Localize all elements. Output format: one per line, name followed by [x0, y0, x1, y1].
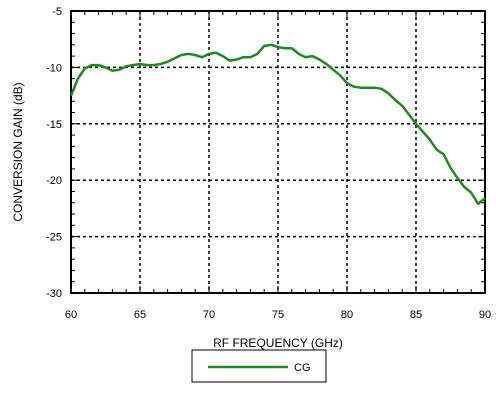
x-tick-label: 85: [410, 309, 422, 321]
x-axis-label: RF FREQUENCY (GHz): [213, 336, 343, 350]
axis-ticks: [71, 11, 485, 293]
x-tick-label: 70: [203, 309, 215, 321]
x-tick-label: 65: [134, 309, 146, 321]
x-tick-label: 75: [272, 309, 284, 321]
legend: CG: [191, 349, 327, 383]
y-axis-tick-labels: -5 -10 -15 -20 -25 -30: [46, 6, 62, 300]
y-tick-label: -5: [52, 6, 62, 18]
y-tick-label: -10: [46, 62, 62, 74]
x-axis-tick-labels: 60 65 70 75 80 85 90: [65, 309, 491, 321]
x-tick-label: 80: [341, 309, 353, 321]
grid-lines: [71, 11, 485, 293]
x-tick-label: 60: [65, 309, 77, 321]
series-line-cg: [69, 43, 486, 206]
y-tick-label: -25: [46, 232, 62, 244]
legend-label-cg: CG: [294, 362, 311, 374]
series-group: [69, 43, 486, 206]
y-tick-label: -15: [46, 119, 62, 131]
y-axis-label: CONVERSION GAIN (dB): [11, 82, 25, 221]
y-tick-label: -20: [46, 175, 62, 187]
y-tick-label: -30: [46, 288, 62, 300]
x-tick-label: 90: [479, 309, 491, 321]
